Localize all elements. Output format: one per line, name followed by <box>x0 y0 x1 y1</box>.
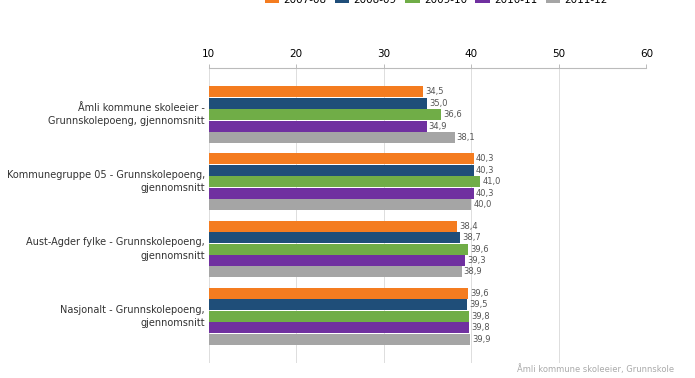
Text: 39,5: 39,5 <box>469 300 487 309</box>
Text: 38,4: 38,4 <box>459 222 478 231</box>
Bar <box>208 266 461 277</box>
Bar <box>208 165 474 176</box>
Bar <box>208 109 441 120</box>
Text: Kommunegruppe 05 - Grunnskolepoeng,
gjennomsnitt: Kommunegruppe 05 - Grunnskolepoeng, gjen… <box>7 170 205 194</box>
Text: 39,9: 39,9 <box>473 335 491 344</box>
Bar <box>208 98 427 109</box>
Bar <box>208 132 455 143</box>
Bar <box>208 121 427 132</box>
Bar <box>208 188 474 199</box>
Legend: 2007-08, 2008-09, 2009-10, 2010-11, 2011-12: 2007-08, 2008-09, 2009-10, 2010-11, 2011… <box>261 0 612 9</box>
Text: 39,8: 39,8 <box>472 311 490 321</box>
Text: 39,8: 39,8 <box>472 323 490 332</box>
Text: 39,6: 39,6 <box>470 245 489 254</box>
Text: 38,7: 38,7 <box>462 233 481 242</box>
Text: 40,3: 40,3 <box>476 189 495 198</box>
Text: 40,3: 40,3 <box>476 155 495 163</box>
Bar <box>208 255 465 266</box>
Text: Åmli kommune skoleeier -
Grunnskolepoeng, gjennomsnitt: Åmli kommune skoleeier - Grunnskolepoeng… <box>49 103 205 126</box>
Bar <box>208 232 460 243</box>
Text: 35,0: 35,0 <box>430 99 448 108</box>
Text: 39,6: 39,6 <box>470 289 489 298</box>
Bar <box>208 299 467 310</box>
Bar <box>208 221 457 232</box>
Bar <box>208 334 471 345</box>
Text: 36,6: 36,6 <box>443 110 462 119</box>
Text: Nasjonalt - Grunnskolepoeng,
gjennomsnitt: Nasjonalt - Grunnskolepoeng, gjennomsnit… <box>60 305 205 328</box>
Text: 34,9: 34,9 <box>429 122 448 131</box>
Text: 38,9: 38,9 <box>464 268 482 276</box>
Text: 41,0: 41,0 <box>482 177 500 186</box>
Bar <box>208 311 469 322</box>
Bar <box>208 243 468 254</box>
Text: 40,0: 40,0 <box>473 200 492 209</box>
Text: 40,3: 40,3 <box>476 166 495 175</box>
Text: 34,5: 34,5 <box>425 87 443 96</box>
Text: 39,3: 39,3 <box>467 256 486 265</box>
Text: Aust-Agder fylke - Grunnskolepoeng,
gjennomsnitt: Aust-Agder fylke - Grunnskolepoeng, gjen… <box>26 237 205 260</box>
Bar <box>208 288 468 299</box>
Bar <box>208 177 480 187</box>
Bar <box>208 153 474 164</box>
Text: Åmli kommune skoleeier, Grunnskole: Åmli kommune skoleeier, Grunnskole <box>517 364 674 374</box>
Bar <box>208 86 423 97</box>
Bar <box>208 199 471 210</box>
Bar <box>208 322 469 333</box>
Text: 38,1: 38,1 <box>457 133 475 142</box>
